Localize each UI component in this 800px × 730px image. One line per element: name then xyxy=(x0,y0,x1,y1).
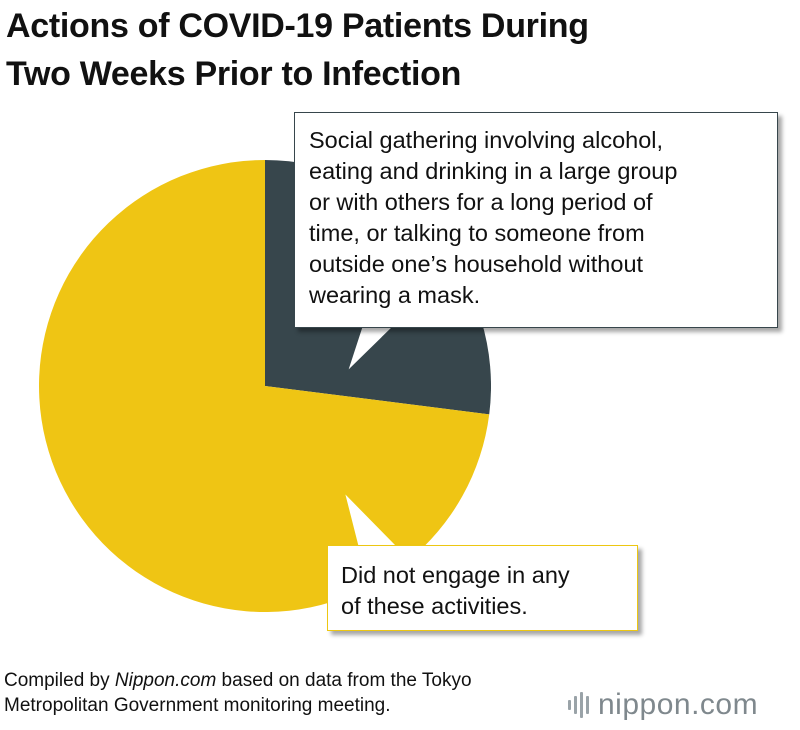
source-line-1: Compiled by Nippon.com based on data fro… xyxy=(4,668,472,693)
logo-wordmark: nippon.com xyxy=(598,690,758,720)
callout-no-activities: Did not engage in any of these activitie… xyxy=(327,545,638,631)
chart-title-line-2: Two Weeks Prior to Infection xyxy=(6,55,462,93)
logo-name: nippon xyxy=(598,688,692,721)
callout-line: time, or talking to someone from xyxy=(309,220,645,246)
callout-line: Social gathering involving alcohol, xyxy=(309,127,664,153)
source-suffix: based on data from the Tokyo xyxy=(216,670,472,691)
source-note: Compiled by Nippon.com based on data fro… xyxy=(4,668,472,718)
callout-line: of these activities. xyxy=(341,593,528,619)
callout-line: eating and drinking in a large group xyxy=(309,158,678,184)
nippon-logo: nippon.com xyxy=(568,690,758,720)
source-prefix: Compiled by xyxy=(4,670,115,691)
source-line-2: Metropolitan Government monitoring meeti… xyxy=(4,695,391,716)
source-publisher: Nippon.com xyxy=(114,670,217,691)
chart-title: Actions of COVID-19 Patients During Two … xyxy=(6,2,786,98)
callout-line: wearing a mask. xyxy=(309,282,481,308)
callout-line: Did not engage in any xyxy=(341,562,570,588)
chart-title-line-1: Actions of COVID-19 Patients During xyxy=(6,7,589,45)
logo-domain: .com xyxy=(691,688,759,721)
callout-line: outside one’s household without xyxy=(309,251,644,277)
pie-slice-no-activities xyxy=(39,160,490,612)
logo-bars-icon xyxy=(568,692,592,718)
callout-social-gathering: Social gathering involving alcohol, eati… xyxy=(294,112,778,328)
callout-social-gathering-text: Social gathering involving alcohol, eati… xyxy=(309,125,767,311)
callout-line: or with others for a long period of xyxy=(309,189,653,215)
